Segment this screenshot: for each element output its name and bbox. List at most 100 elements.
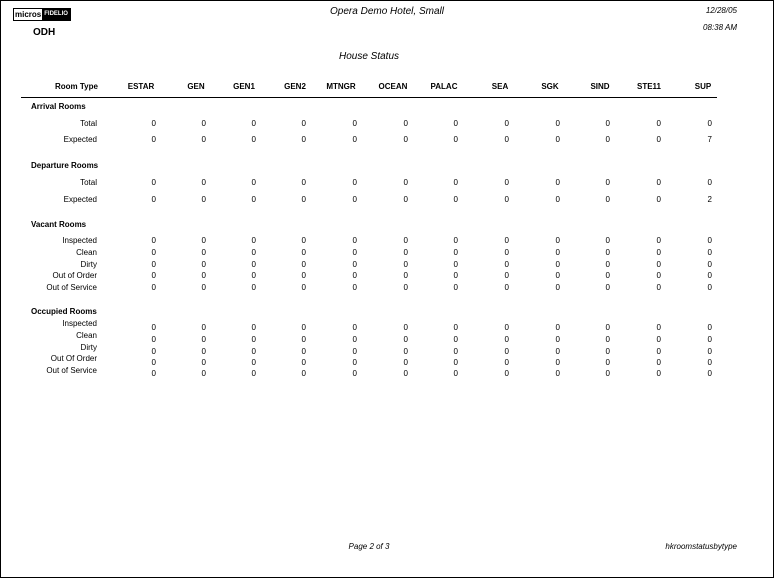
- row-label: Clean: [76, 331, 97, 340]
- cell-value: 0: [453, 323, 458, 332]
- cell-value: 0: [251, 271, 256, 280]
- cell-value: 0: [605, 248, 610, 257]
- column-header: SEA: [491, 82, 509, 91]
- cell-value: 0: [504, 248, 509, 257]
- column-header: MTNGR: [326, 82, 356, 91]
- cell-value: 0: [151, 358, 156, 367]
- cell-value: 0: [605, 195, 610, 204]
- column-header: STE11: [636, 82, 662, 91]
- cell-value: 0: [605, 271, 610, 280]
- cell-value: 0: [352, 178, 357, 187]
- cell-value: 0: [555, 323, 560, 332]
- column-header: SIND: [590, 82, 610, 91]
- cell-value: 0: [352, 260, 357, 269]
- page-number: Page 2 of 3: [348, 542, 390, 551]
- cell-value: 0: [352, 358, 357, 367]
- cell-value: 0: [453, 178, 458, 187]
- row-label: Inspected: [62, 236, 97, 245]
- row-label: Expected: [63, 135, 97, 144]
- cell-value: 0: [301, 335, 306, 344]
- cell-value: 0: [301, 358, 306, 367]
- cell-value: 0: [555, 283, 560, 292]
- cell-value: 0: [605, 178, 610, 187]
- row-label: Out of Service: [46, 283, 97, 292]
- cell-value: 0: [453, 347, 458, 356]
- cell-value: 0: [504, 135, 509, 144]
- column-header: GEN2: [284, 82, 306, 91]
- cell-value: 0: [605, 260, 610, 269]
- row-label: Dirty: [80, 260, 97, 269]
- cell-value: 0: [201, 323, 206, 332]
- column-header-room-type: Room Type: [55, 82, 98, 91]
- row-label: Expected: [63, 195, 97, 204]
- report-date: 12/28/05: [705, 6, 737, 15]
- cell-value: 0: [251, 347, 256, 356]
- cell-value: 0: [201, 195, 206, 204]
- property-code: ODH: [33, 27, 56, 38]
- micros-fidelio-logo: micros FIDELIO: [13, 8, 71, 21]
- cell-value: 0: [403, 358, 408, 367]
- cell-value: 7: [707, 135, 712, 144]
- cell-value: 0: [453, 358, 458, 367]
- cell-value: 0: [504, 271, 509, 280]
- cell-value: 0: [403, 271, 408, 280]
- cell-value: 0: [707, 271, 712, 280]
- cell-value: 0: [251, 119, 256, 128]
- cell-value: 0: [555, 271, 560, 280]
- cell-value: 0: [403, 260, 408, 269]
- cell-value: 0: [201, 236, 206, 245]
- cell-value: 0: [151, 178, 156, 187]
- cell-value: 0: [707, 358, 712, 367]
- cell-value: 0: [352, 347, 357, 356]
- cell-value: 0: [707, 369, 712, 378]
- row-label: Inspected: [62, 319, 97, 328]
- cell-value: 0: [403, 335, 408, 344]
- cell-value: 0: [656, 248, 661, 257]
- cell-value: 0: [605, 347, 610, 356]
- cell-value: 0: [403, 347, 408, 356]
- cell-value: 0: [605, 135, 610, 144]
- cell-value: 0: [151, 248, 156, 257]
- cell-value: 0: [707, 236, 712, 245]
- cell-value: 0: [504, 369, 509, 378]
- cell-value: 0: [201, 271, 206, 280]
- cell-value: 0: [403, 369, 408, 378]
- logo-text-inverse: FIDELIO: [42, 9, 70, 20]
- cell-value: 0: [151, 236, 156, 245]
- cell-value: 0: [707, 347, 712, 356]
- cell-value: 0: [251, 323, 256, 332]
- cell-value: 0: [453, 271, 458, 280]
- cell-value: 0: [352, 248, 357, 257]
- cell-value: 0: [656, 195, 661, 204]
- column-header: GEN: [187, 82, 205, 91]
- cell-value: 0: [504, 358, 509, 367]
- cell-value: 0: [707, 260, 712, 269]
- cell-value: 0: [251, 358, 256, 367]
- cell-value: 0: [504, 178, 509, 187]
- cell-value: 0: [453, 248, 458, 257]
- cell-value: 0: [605, 369, 610, 378]
- cell-value: 0: [453, 119, 458, 128]
- cell-value: 0: [605, 236, 610, 245]
- cell-value: 0: [707, 335, 712, 344]
- cell-value: 0: [656, 283, 661, 292]
- cell-value: 0: [656, 260, 661, 269]
- cell-value: 2: [707, 195, 712, 204]
- report-name: hkroomstatusbytype: [665, 542, 737, 551]
- column-header: GEN1: [233, 82, 255, 91]
- column-header: PALAC: [430, 82, 458, 91]
- cell-value: 0: [301, 178, 306, 187]
- header-divider: [21, 97, 717, 98]
- cell-value: 0: [555, 347, 560, 356]
- column-header: SGK: [541, 82, 559, 91]
- cell-value: 0: [656, 323, 661, 332]
- cell-value: 0: [201, 248, 206, 257]
- cell-value: 0: [151, 260, 156, 269]
- row-label: Clean: [76, 248, 97, 257]
- cell-value: 0: [151, 335, 156, 344]
- cell-value: 0: [504, 335, 509, 344]
- cell-value: 0: [151, 195, 156, 204]
- cell-value: 0: [555, 248, 560, 257]
- cell-value: 0: [656, 236, 661, 245]
